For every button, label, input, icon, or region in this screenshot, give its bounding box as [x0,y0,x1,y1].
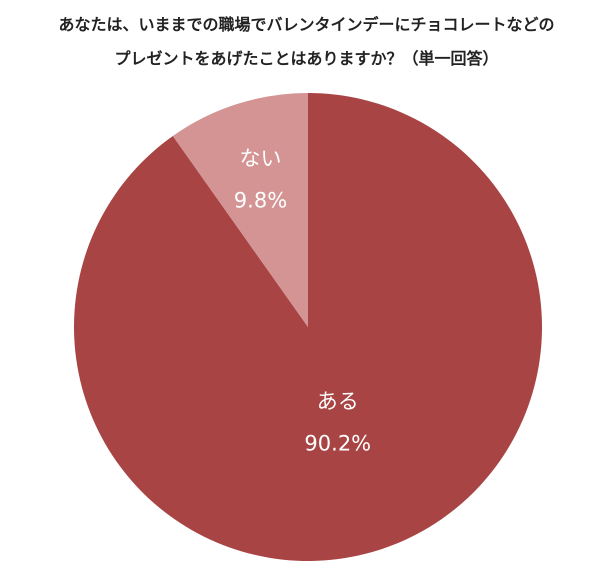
chart-title-line-1: あなたは、いままでの職場でバレンタインデーにチョコレートなどの [58,15,555,34]
chart-title-line-2: プレゼントをあげたことはありますか？（単一回答） [114,49,499,68]
pie-slice-2 [172,93,308,327]
slice-name-label-2: ない [239,147,281,171]
slice-value-label-1: 90.2% [304,432,371,456]
chart-title: あなたは、いままでの職場でバレンタインデーにチョコレートなどの プレゼントをあげ… [0,8,613,76]
slice-name-label-1: ある [317,390,359,414]
slice-value-label-2: 9.8% [234,189,287,213]
